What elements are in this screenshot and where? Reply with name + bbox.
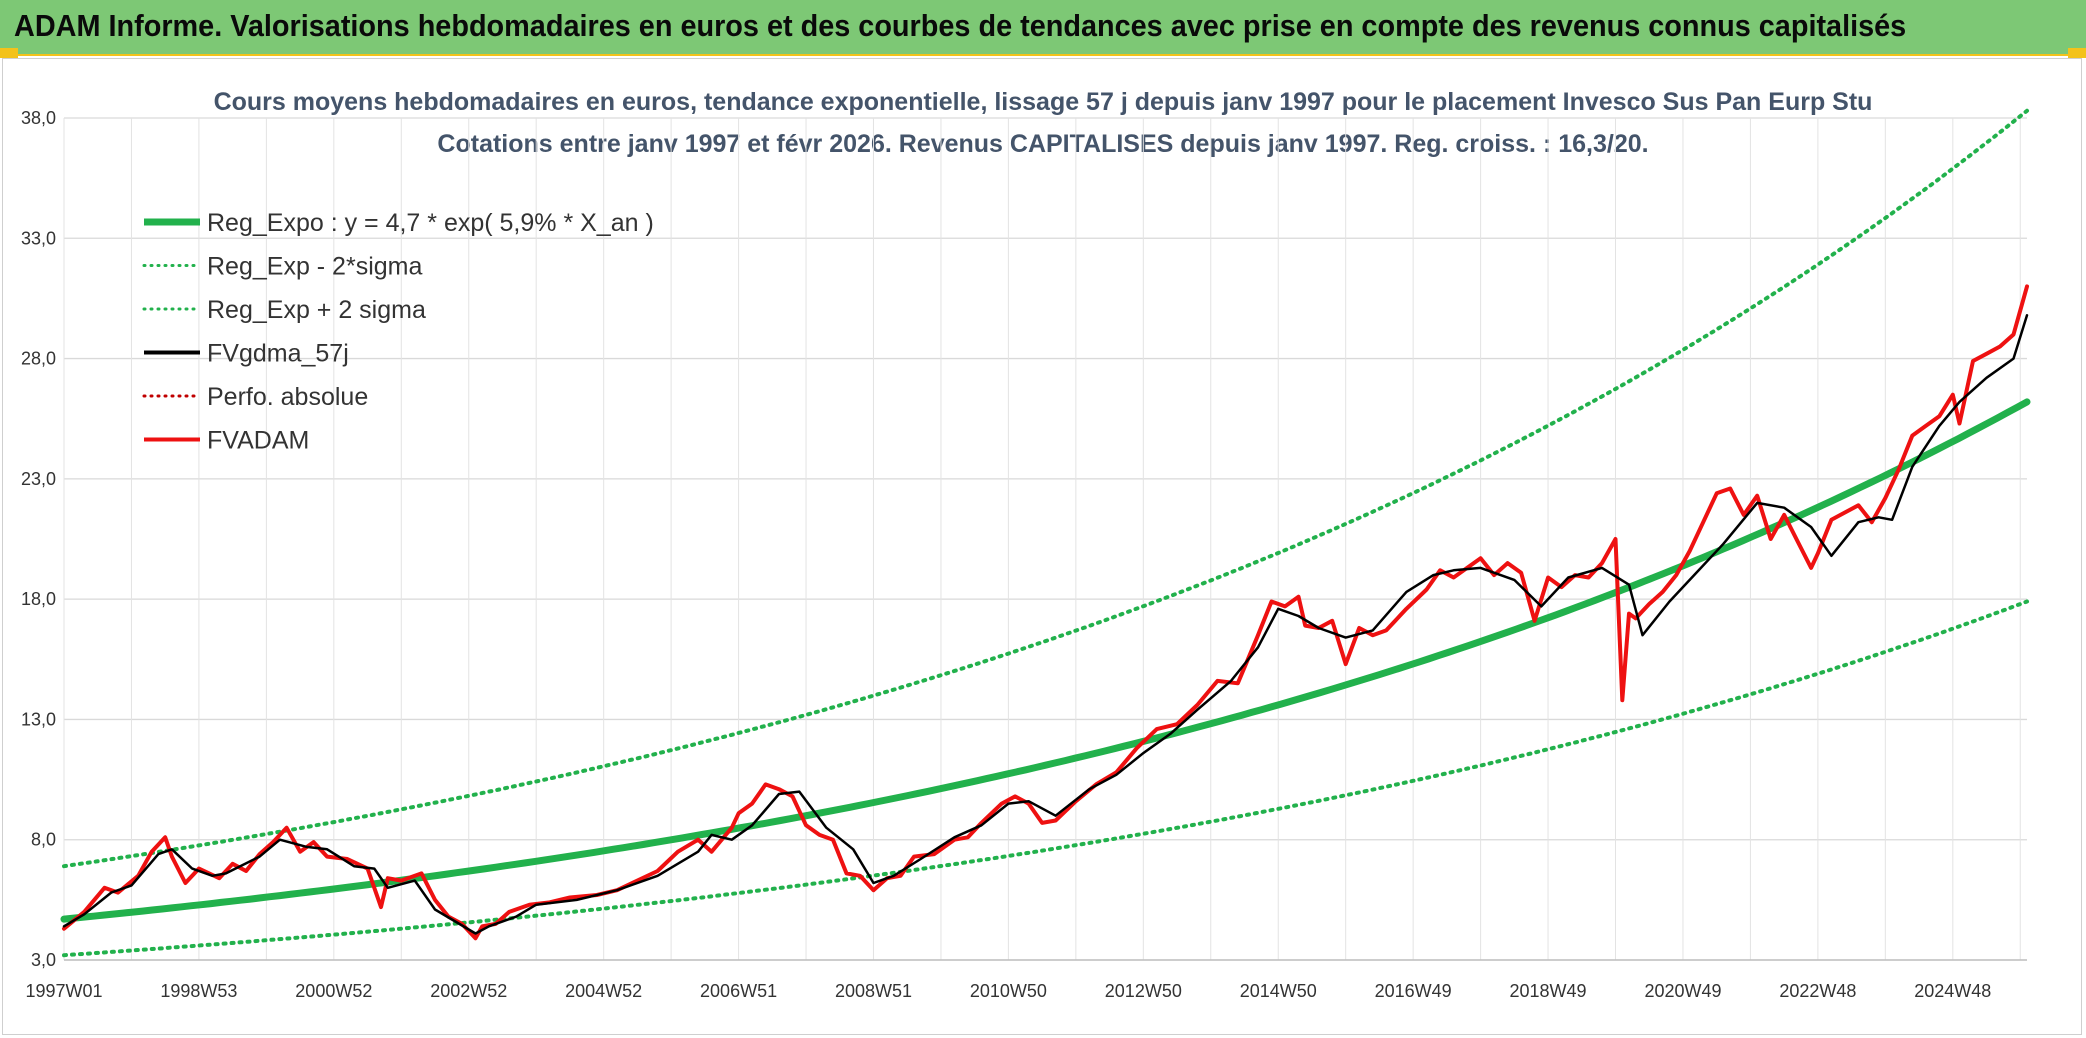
x-tick-label: 2018W49	[1510, 981, 1587, 1001]
x-tick-label: 2006W51	[700, 981, 777, 1001]
chart-subtitle: Cotations entre janv 1997 et févr 2026. …	[437, 130, 1648, 158]
x-tick-label: 2022W48	[1779, 981, 1856, 1001]
y-tick-label: 3,0	[31, 950, 56, 970]
y-tick-label: 8,0	[31, 830, 56, 850]
x-axis: 1997W01 1998W53 2000W52 2002W52 2004W52 2006W…	[25, 959, 2027, 1001]
x-tick-label: 1997W01	[25, 981, 102, 1001]
report-banner: ADAM Informe. Valorisations hebdomadaire…	[0, 0, 2086, 56]
x-tick-label: 2016W49	[1375, 981, 1452, 1001]
series-line-0	[60, 398, 2031, 923]
y-tick-label: 28,0	[21, 349, 56, 369]
legend-label: Reg_Expo : y = 4,7 * exp( 5,9% * X_an )	[207, 209, 654, 237]
series-line-2	[62, 108, 2029, 869]
banner-corner-left	[0, 48, 18, 58]
legend: Reg_Expo : y = 4,7 * exp( 5,9% * X_an ) R…	[142, 209, 654, 455]
x-tick-label: 2010W50	[970, 981, 1047, 1001]
y-tick-label: 23,0	[21, 469, 56, 489]
x-tick-label: 2012W50	[1105, 981, 1182, 1001]
y-tick-label: 18,0	[21, 589, 56, 609]
grid	[63, 117, 2027, 961]
legend-label: Perfo. absolue	[207, 383, 368, 411]
chart-title: Cours moyens hebdomadaires en euros, ten…	[214, 88, 1873, 116]
series-group	[60, 108, 2031, 958]
x-tick-label: 2014W50	[1240, 981, 1317, 1001]
legend-label: FVADAM	[207, 427, 309, 455]
x-tick-label: 1998W53	[160, 981, 237, 1001]
legend-label: Reg_Exp - 2*sigma	[207, 253, 422, 281]
y-tick-label: 13,0	[21, 709, 56, 729]
x-tick-label: 2002W52	[430, 981, 507, 1001]
legend-label: FVgdma_57j	[207, 340, 349, 368]
x-tick-label: 2008W51	[835, 981, 912, 1001]
y-tick-label: 38,0	[21, 108, 56, 128]
series-line-1	[62, 599, 2029, 958]
x-tick-label: 2020W49	[1644, 981, 1721, 1001]
x-tick-label: 2000W52	[295, 981, 372, 1001]
legend-label: Reg_Exp + 2 sigma	[207, 296, 426, 324]
x-tick-label: 2004W52	[565, 981, 642, 1001]
report-title: ADAM Informe. Valorisations hebdomadaire…	[14, 8, 1907, 43]
y-tick-label: 33,0	[21, 228, 56, 248]
y-axis: 3,0 8,0 13,0 18,0 23,0 28,0 33,0 38,0	[21, 108, 56, 970]
x-tick-label: 2024W48	[1914, 981, 1991, 1001]
chart-frame	[2, 58, 2082, 1035]
banner-corner-right	[2068, 48, 2086, 58]
series-line-3	[62, 314, 2029, 935]
